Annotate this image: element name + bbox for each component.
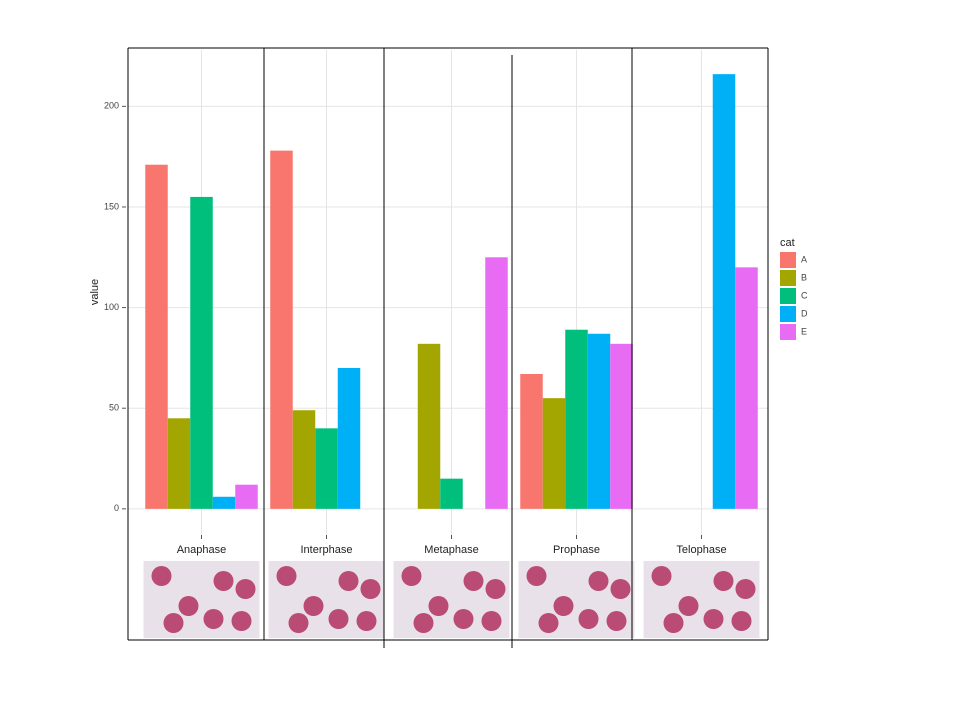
y-tick-label: 100 <box>104 302 119 312</box>
bar <box>417 343 441 509</box>
nucleus <box>485 579 506 599</box>
x-tick-label: Metaphase <box>424 544 478 556</box>
nucleus <box>678 596 699 616</box>
bar <box>292 410 316 509</box>
y-tick-label: 150 <box>104 201 119 211</box>
nucleus <box>276 566 297 586</box>
bar <box>587 333 611 509</box>
legend-swatch <box>780 252 796 268</box>
nucleus <box>610 579 631 599</box>
y-tick-label: 50 <box>109 403 119 413</box>
bar <box>212 496 236 509</box>
nucleus <box>453 609 474 629</box>
bar <box>485 257 508 509</box>
nucleus <box>203 609 224 629</box>
legend-swatch <box>780 324 796 340</box>
nucleus <box>663 613 684 633</box>
x-tick-label: Prophase <box>553 544 600 556</box>
nucleus <box>526 566 547 586</box>
nucleus <box>413 613 434 633</box>
y-axis-label: value <box>89 279 101 305</box>
nucleus <box>303 596 324 616</box>
nucleus <box>428 596 449 616</box>
legend-title: cat <box>780 237 795 249</box>
bar <box>440 478 463 509</box>
nucleus <box>328 609 349 629</box>
y-tick-label: 200 <box>104 101 119 111</box>
legend-label: D <box>801 308 808 318</box>
nucleus <box>553 596 574 616</box>
bar <box>337 367 361 509</box>
legend-label: C <box>801 290 808 300</box>
nucleus <box>231 611 252 631</box>
bar <box>610 343 633 509</box>
legend-swatch <box>780 288 796 304</box>
legend-label: B <box>801 272 807 282</box>
nucleus <box>178 596 199 616</box>
bar <box>735 267 758 509</box>
nucleus <box>360 579 381 599</box>
nucleus <box>651 566 672 586</box>
legend-label: E <box>801 326 807 336</box>
legend-swatch <box>780 306 796 322</box>
y-tick-label: 0 <box>114 503 119 513</box>
nucleus <box>703 609 724 629</box>
x-tick-label: Telophase <box>676 544 726 556</box>
nucleus <box>735 579 756 599</box>
nucleus <box>235 579 256 599</box>
legend-swatch <box>780 270 796 286</box>
nucleus <box>356 611 377 631</box>
nucleus <box>151 566 172 586</box>
bar <box>712 74 736 509</box>
bar <box>270 150 293 509</box>
bar <box>315 428 338 509</box>
nucleus <box>606 611 627 631</box>
nucleus <box>578 609 599 629</box>
x-tick-label: Interphase <box>301 544 353 556</box>
bar <box>190 196 213 509</box>
nucleus <box>338 571 359 591</box>
nucleus <box>213 571 234 591</box>
bar <box>565 329 588 509</box>
legend-label: A <box>801 254 807 264</box>
nucleus <box>481 611 502 631</box>
nucleus <box>288 613 309 633</box>
nucleus <box>731 611 752 631</box>
x-tick-label: Anaphase <box>177 544 227 556</box>
cell-photos <box>143 561 760 638</box>
nucleus <box>163 613 184 633</box>
nucleus <box>401 566 422 586</box>
nucleus <box>538 613 559 633</box>
bar <box>145 164 168 509</box>
bar <box>167 418 191 509</box>
nucleus <box>588 571 609 591</box>
bar <box>235 484 258 509</box>
nucleus <box>463 571 484 591</box>
bar <box>520 374 543 509</box>
bar <box>542 398 566 509</box>
nucleus <box>713 571 734 591</box>
